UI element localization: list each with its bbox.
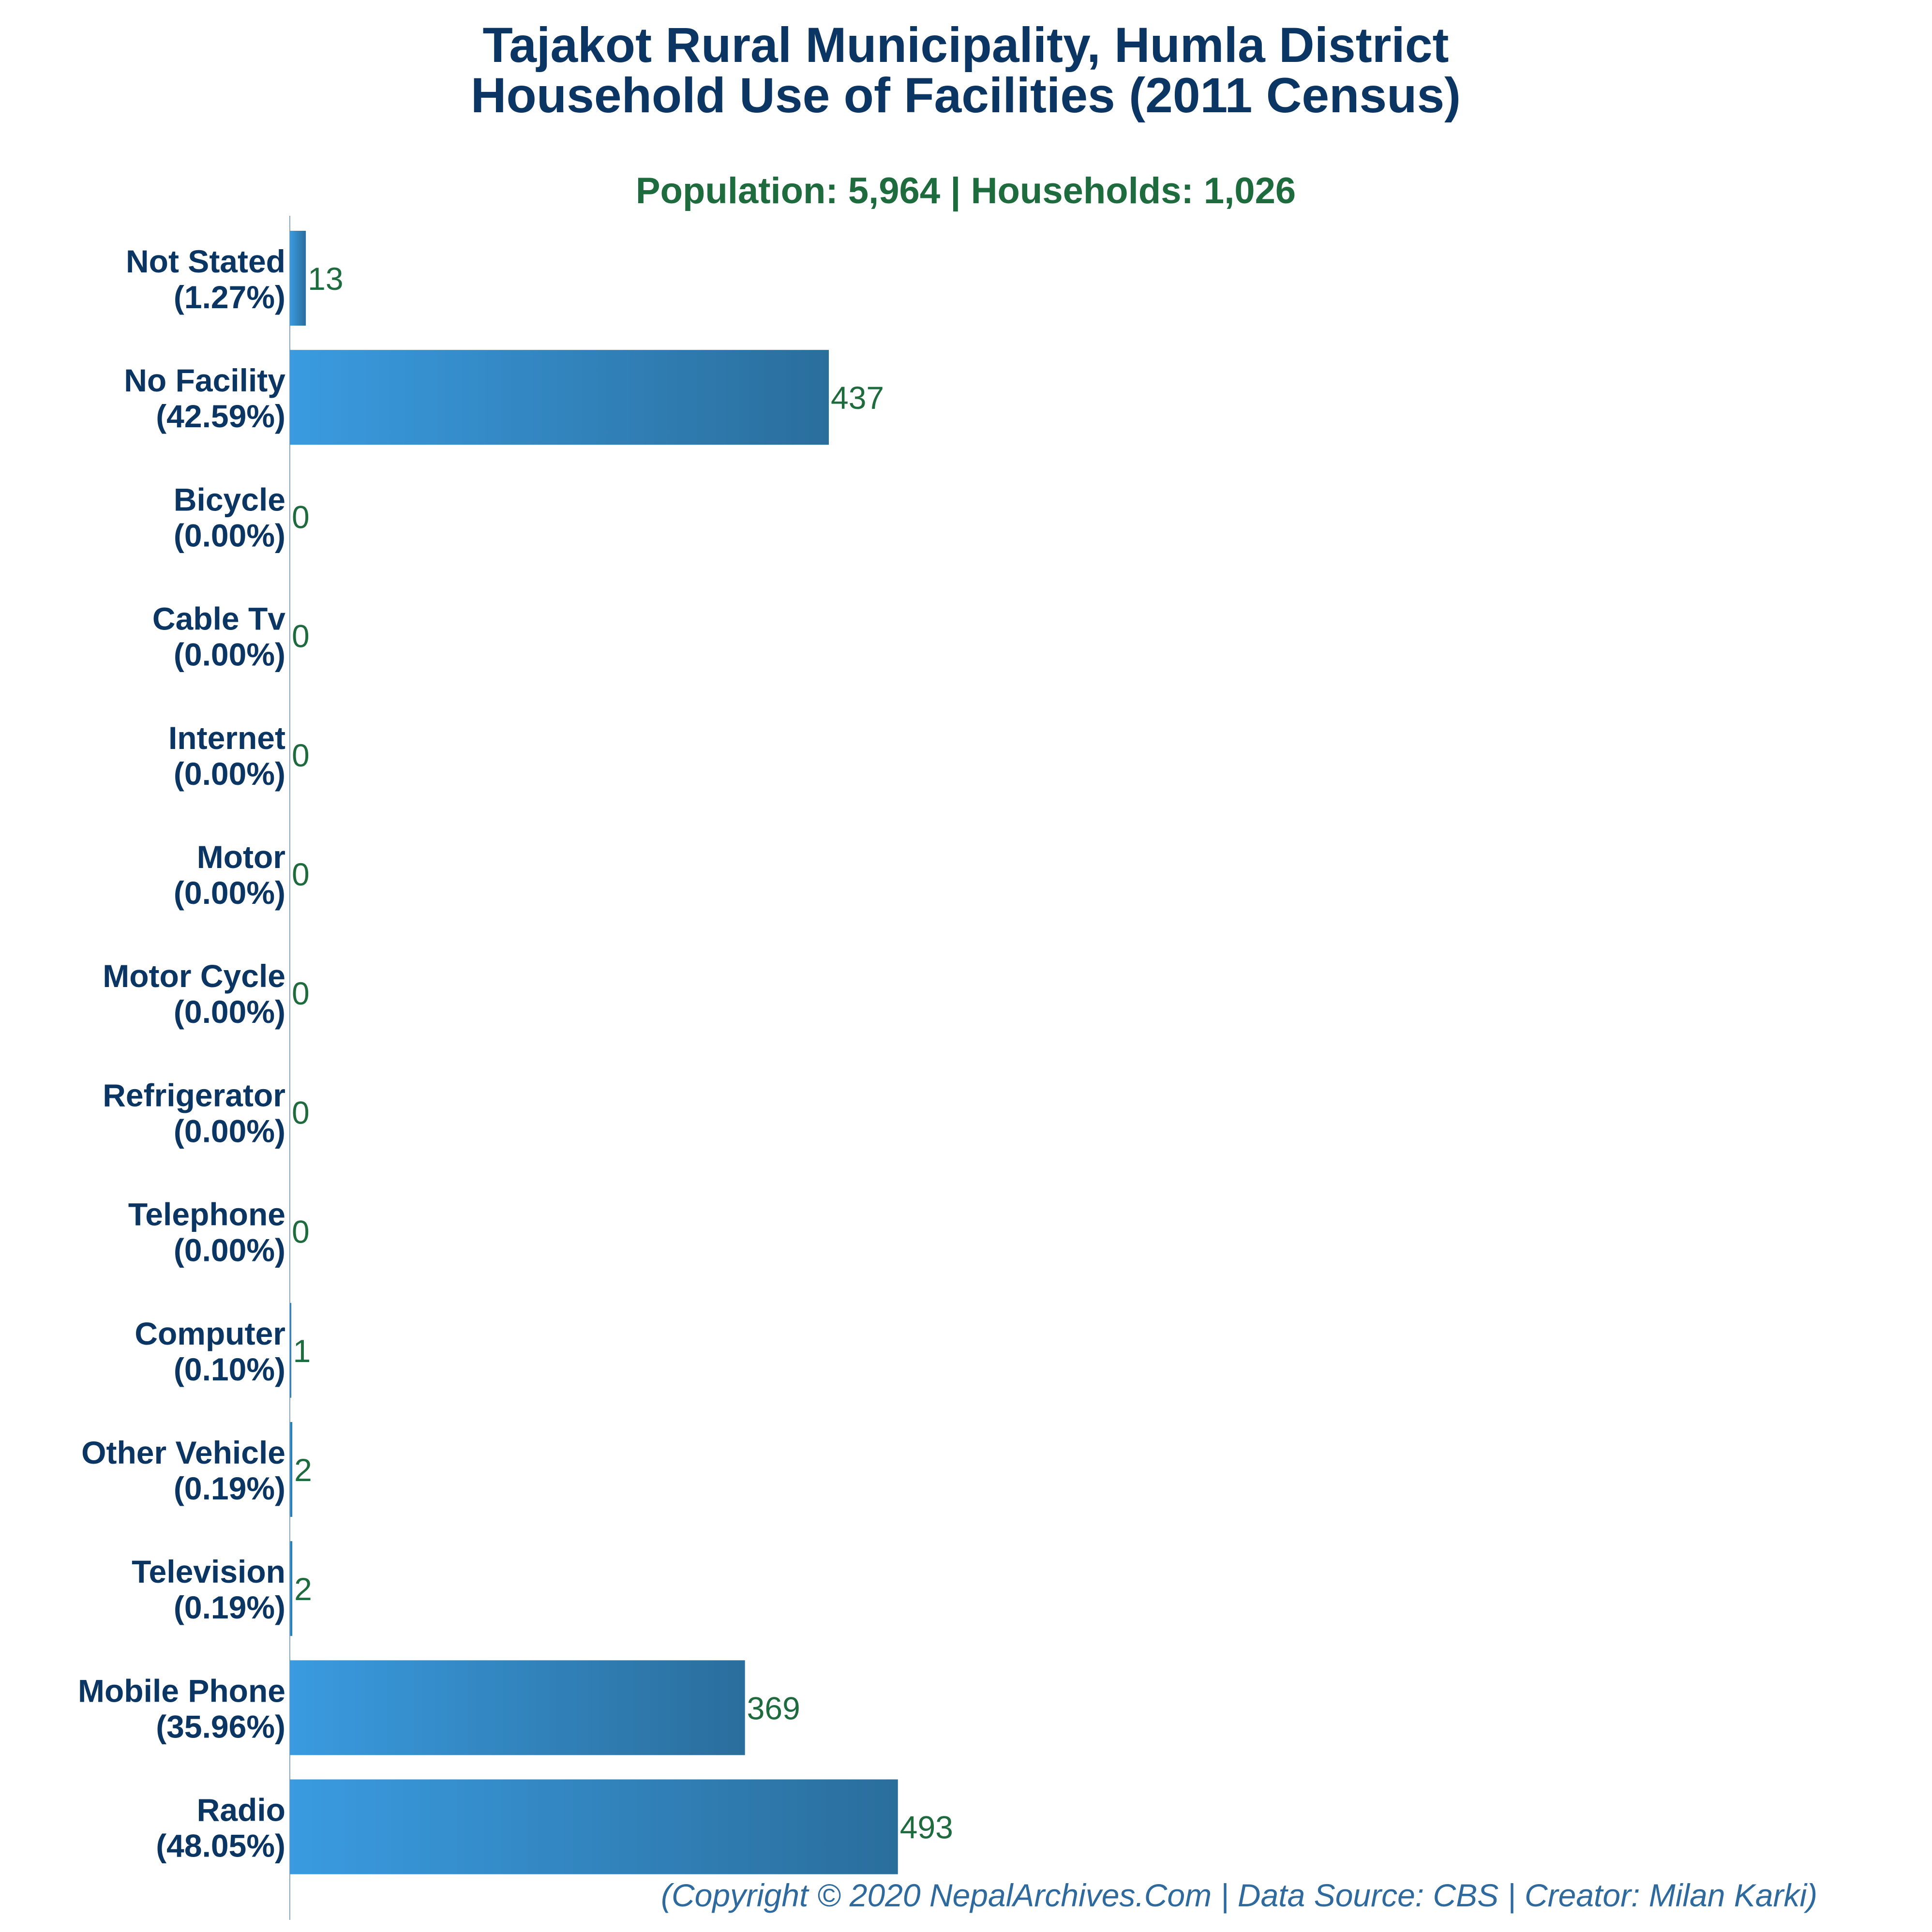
bar-other-vehicle <box>290 1422 293 1517</box>
category-label: Computer (0.10%) <box>135 1316 285 1387</box>
chart-title-line-1: Tajakot Rural Municipality, Humla Distri… <box>483 17 1449 73</box>
bars-layer: Not Stated (1.27%) 13 No Facility (42.59%) 43… <box>78 231 953 1874</box>
category-label: Telephone (0.00%) <box>128 1197 285 1268</box>
value-label: 0 <box>292 1214 310 1250</box>
value-label: 493 <box>900 1810 953 1845</box>
bar-radio <box>290 1779 898 1874</box>
value-label: 13 <box>308 261 343 297</box>
value-label: 0 <box>292 499 310 535</box>
chart-subtitle: Population: 5,964 | Households: 1,026 <box>636 170 1296 212</box>
bar-television <box>290 1541 293 1636</box>
chart-title-line-2: Household Use of Facilities (2011 Census… <box>471 68 1461 123</box>
category-label: No Facility (42.59%) <box>124 362 285 434</box>
category-label: Radio (48.05%) <box>156 1792 285 1864</box>
value-label: 0 <box>292 856 310 892</box>
category-label: Internet (0.00%) <box>168 720 285 792</box>
bar-computer <box>290 1303 291 1398</box>
value-label: 369 <box>747 1690 800 1726</box>
value-label: 0 <box>292 737 310 773</box>
bar-mobile-phone <box>290 1660 745 1755</box>
value-label: 2 <box>294 1452 312 1488</box>
category-label: Cable Tv (0.00%) <box>152 601 285 673</box>
category-label: Television (0.19%) <box>132 1554 285 1625</box>
bar-not-stated <box>290 231 306 326</box>
value-label: 1 <box>293 1333 311 1369</box>
category-label: Refrigerator (0.00%) <box>103 1077 285 1149</box>
value-label: 0 <box>292 975 310 1011</box>
chart-credit: (Copyright © 2020 NepalArchives.Com | Da… <box>661 1877 1817 1914</box>
value-label: 0 <box>292 1094 310 1130</box>
bar-no-facility <box>290 350 829 445</box>
category-label: Motor (0.00%) <box>174 839 285 911</box>
value-label: 0 <box>292 618 310 654</box>
category-label: Not Stated (1.27%) <box>126 243 285 315</box>
category-label: Mobile Phone (35.96%) <box>78 1673 285 1744</box>
category-label: Bicycle (0.00%) <box>174 481 285 553</box>
category-label: Other Vehicle (0.19%) <box>81 1435 285 1506</box>
value-label: 2 <box>294 1571 312 1607</box>
category-label: Motor Cycle (0.00%) <box>103 958 285 1030</box>
value-label: 437 <box>831 380 884 416</box>
